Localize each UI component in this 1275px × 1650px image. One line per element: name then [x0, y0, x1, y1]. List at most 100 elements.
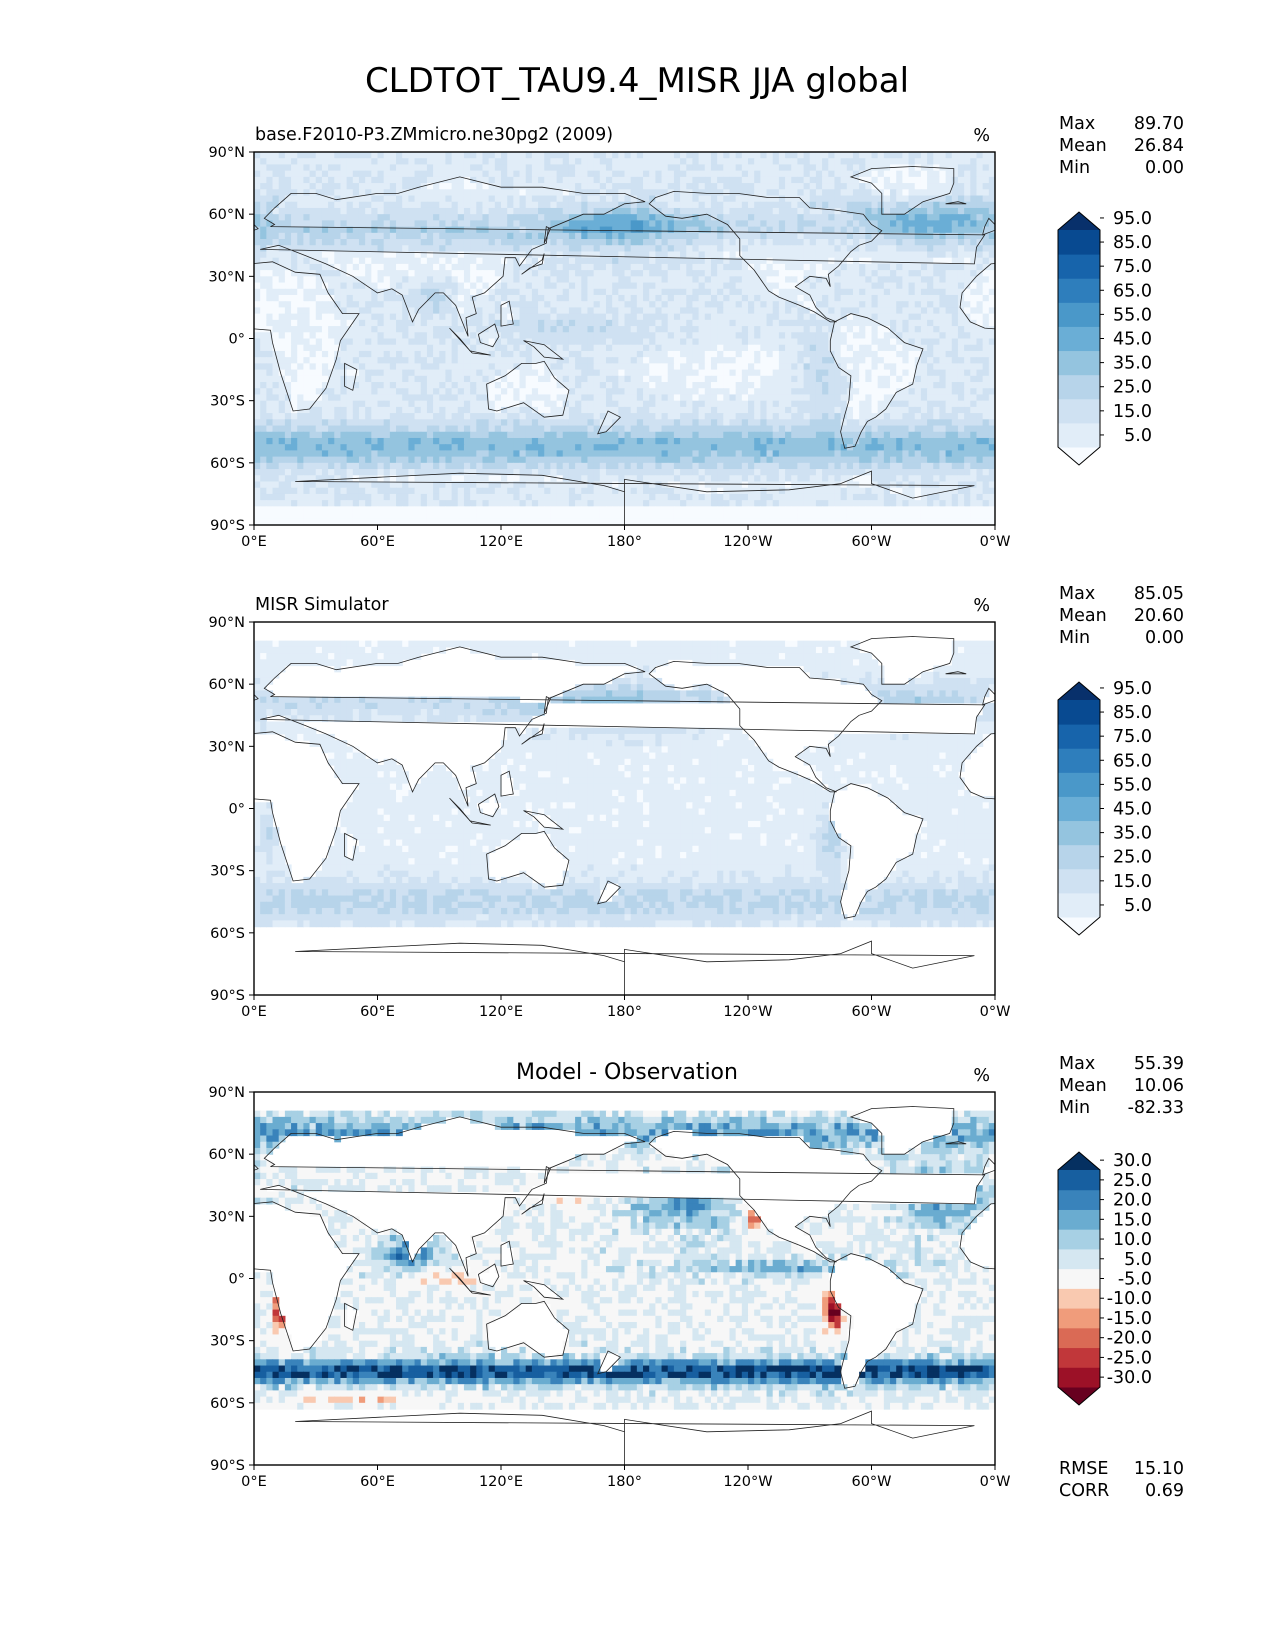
field-cell [408, 307, 416, 315]
field-cell [358, 382, 366, 389]
field-cell [340, 189, 348, 197]
field-cell [717, 176, 724, 184]
field-cell [321, 338, 329, 346]
field-cell [754, 369, 761, 377]
field-cell [445, 226, 453, 234]
field-cell [643, 189, 650, 197]
field-cell [513, 344, 521, 352]
field-cell [896, 363, 903, 371]
field-cell [389, 189, 397, 197]
field-cell [605, 388, 613, 396]
field-cell [470, 170, 477, 178]
field-cell [957, 301, 965, 309]
field-cell [902, 375, 910, 383]
field-cell [735, 394, 743, 402]
field-cell [686, 332, 694, 340]
field-cell [729, 369, 737, 377]
field-cell [914, 195, 922, 203]
field-cell [568, 207, 576, 215]
field-cell [568, 195, 576, 203]
field-cell [291, 158, 298, 166]
field-cell [519, 301, 527, 309]
field-cell [433, 388, 440, 396]
field-cell [525, 195, 533, 203]
field-cell [692, 276, 700, 284]
field-cell [809, 189, 817, 197]
field-cell [840, 350, 848, 358]
field-cell [445, 220, 453, 228]
field-cell [760, 232, 768, 240]
field-cell [538, 263, 545, 271]
field-cell [741, 332, 749, 340]
field-cell [914, 394, 922, 402]
field-cell [303, 388, 311, 396]
field-cell [877, 294, 885, 302]
field-cell [698, 245, 706, 253]
field-cell [513, 357, 521, 364]
field-cell [686, 313, 694, 321]
field-cell [840, 232, 848, 240]
field-cell [389, 344, 397, 352]
field-cell [859, 232, 866, 240]
field-cell [865, 214, 873, 221]
field-cell [957, 270, 965, 277]
field-cell [927, 251, 934, 259]
field-cell [593, 183, 601, 190]
field-cell [340, 363, 348, 371]
field-cell [778, 301, 786, 309]
field-cell [735, 263, 743, 271]
field-cell [575, 394, 582, 402]
field-cell [482, 388, 490, 396]
field-cell [624, 195, 632, 203]
field-cell [785, 207, 792, 215]
field-cell [945, 152, 953, 159]
field-cell [315, 164, 323, 172]
field-cell [920, 232, 928, 240]
field-cell [717, 195, 724, 203]
field-cell [426, 263, 434, 271]
field-cell [914, 189, 922, 197]
field-cell [840, 375, 848, 383]
field-cell [964, 214, 971, 221]
field-cell [772, 332, 780, 340]
field-cell [710, 195, 718, 203]
field-cell [426, 363, 434, 371]
field-cell [488, 338, 496, 346]
field-cell [988, 375, 995, 383]
field-cell [630, 189, 638, 197]
field-cell [408, 189, 416, 197]
field-cell [846, 251, 854, 259]
field-cell [840, 282, 848, 290]
field-cell [291, 183, 298, 190]
field-cell [482, 245, 490, 253]
field-cell [859, 357, 866, 364]
field-cell [834, 326, 842, 333]
field-cell [871, 251, 879, 259]
field-cell [340, 207, 348, 215]
field-cell [562, 357, 570, 364]
field-cell [575, 257, 582, 265]
field-cell [482, 270, 490, 277]
field-cell [809, 226, 817, 234]
field-cell [970, 332, 978, 340]
field-cell [970, 338, 978, 346]
field-cell [939, 170, 947, 178]
field-cell [809, 245, 817, 253]
field-cell [661, 394, 669, 402]
field-cell [822, 363, 829, 371]
field-cell [951, 164, 959, 172]
field-cell [964, 369, 971, 377]
field-cell [630, 344, 638, 352]
field-cell [772, 276, 780, 284]
field-cell [945, 294, 953, 302]
field-cell [933, 232, 941, 240]
field-cell [754, 382, 761, 389]
field-cell [315, 307, 323, 315]
field-cell [686, 158, 694, 166]
field-cell [859, 195, 866, 203]
field-cell [840, 301, 848, 309]
field-cell [661, 245, 669, 253]
field-cell [945, 363, 953, 371]
field-cell [599, 406, 607, 414]
field-cell [649, 245, 656, 253]
